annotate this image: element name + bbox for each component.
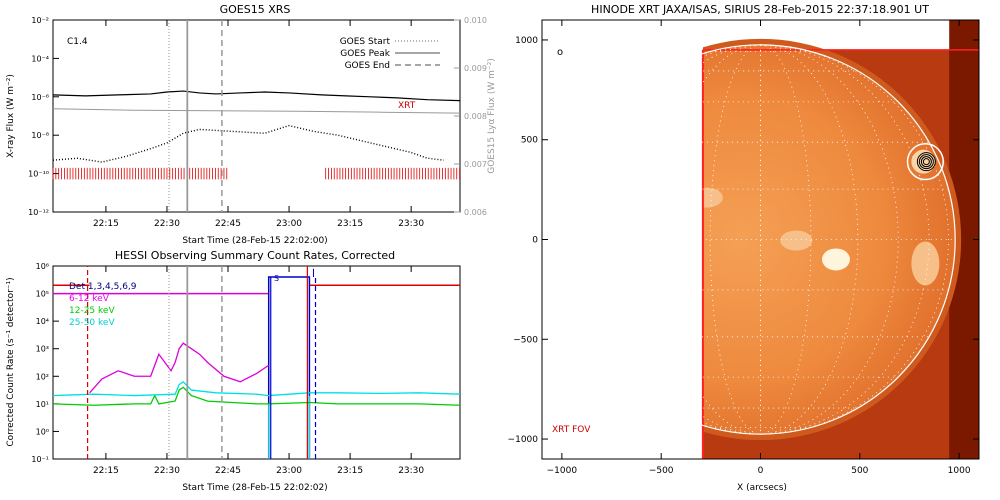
hessi-xtick-label: 22:15 (93, 466, 119, 476)
goes-ytick-label: 10⁻² (31, 16, 49, 25)
hessi-ylabel: Corrected Count Rate (s⁻¹ detector⁻¹) (6, 277, 16, 446)
hessi-xtick-label: 22:45 (215, 466, 241, 476)
xrt-xtick-label: −500 (649, 466, 674, 476)
hessi-ytick-label: 10⁴ (36, 317, 49, 326)
hessi-panel: HESSI Observing Summary Count Rates, Cor… (6, 249, 461, 493)
xrt-ytick-label: 500 (521, 136, 538, 146)
goes-class-label: C1.4 (67, 37, 88, 47)
xrt-xtick-label: 500 (851, 466, 868, 476)
legend-6-12: 6-12 keV (69, 294, 110, 304)
hessi-ytick-label: 10⁶ (36, 262, 49, 271)
xrt-xtick-label: 0 (758, 466, 764, 476)
xrt-fov-label: XRT FOV (552, 425, 591, 435)
hessi-xlabel: Start Time (28-Feb-15 22:02:02) (182, 483, 327, 493)
goes-series-lya (52, 108, 461, 114)
legend-det: Det 1,3,4,5,6,9 (69, 282, 137, 292)
xrt-contour (918, 154, 934, 170)
goes-xtick-label: 22:30 (154, 219, 180, 229)
goes-y2tick-label: 0.007 (464, 160, 487, 169)
xrt-bright-region (821, 248, 850, 271)
xrt-title: HINODE XRT JAXA/ISAS, SIRIUS 28-Feb-2015… (591, 3, 929, 16)
hessi-xtick-label: 23:00 (276, 466, 302, 476)
xrt-lon-line (662, 44, 761, 435)
hessi-xtick-label: 23:30 (398, 466, 424, 476)
hessi-ytick-label: 10² (36, 372, 49, 381)
goes-title: GOES15 XRS (220, 3, 291, 16)
goes-ytick-label: 10⁻⁶ (31, 93, 49, 102)
xrt-lon-line (760, 44, 949, 435)
hessi-ytick-label: 10⁻¹ (31, 455, 49, 464)
xrt-ytick-label: 0 (532, 236, 538, 246)
goes-y2tick-label: 0.008 (464, 112, 487, 121)
goes-ytick-label: 10⁻⁴ (31, 54, 49, 63)
xrt-ytick-label: −1000 (508, 435, 539, 445)
goes-ytick-label: 10⁻¹⁰ (28, 170, 49, 179)
hessi-plot-frame (52, 265, 461, 460)
hessi-night-bracket (267, 276, 311, 459)
goes-ylabel-right: GOES15 Lyα Flux (W m⁻²) (487, 58, 497, 174)
hessi-ytick-label: 10⁵ (36, 290, 49, 299)
xrt-lon-line (760, 44, 859, 435)
goes-series-short (52, 124, 444, 163)
legend-goes-peak: GOES Peak (340, 49, 390, 59)
goes-ytick-label: 10⁻¹² (28, 208, 49, 217)
xrt-lon-line (572, 44, 761, 435)
goes-series-long (52, 90, 461, 102)
xrt-contour (920, 156, 932, 168)
goes-xtick-label: 23:15 (337, 219, 363, 229)
legend-goes-end: GOES End (345, 61, 390, 71)
hessi-series (52, 380, 461, 397)
hessi-title: HESSI Observing Summary Count Rates, Cor… (115, 249, 395, 262)
goes-panel: GOES15 XRS 22:15 22:30 22:45 23:00 23:15 23:3… (6, 3, 497, 246)
xrt-contour (916, 152, 936, 172)
xrt-bright-region (911, 241, 940, 286)
xrt-xtick-label: −1000 (547, 466, 578, 476)
hessi-legend: Det 1,3,4,5,6,9 6-12 keV 12-25 keV 25-50… (69, 282, 137, 328)
goes-xtick-label: 23:00 (276, 219, 302, 229)
goes-legend: GOES Start GOES Peak GOES End (340, 37, 440, 71)
legend-goes-start: GOES Start (340, 37, 391, 47)
xrt-marker-label: o (557, 47, 563, 58)
hessi-series (52, 386, 461, 406)
goes-plot-frame (52, 19, 461, 213)
hessi-series (89, 342, 270, 394)
goes-y2tick-label: 0.009 (464, 64, 487, 73)
xrt-bright-region (780, 230, 813, 251)
goes-xtick-label: 22:45 (215, 219, 241, 229)
xrt-xtick-label: 1000 (948, 466, 971, 476)
hessi-xtick-label: 23:15 (337, 466, 363, 476)
goes-y2tick-label: 0.006 (464, 208, 487, 217)
goes-xtick-label: 22:15 (93, 219, 119, 229)
goes-y2tick-label: 0.010 (464, 16, 487, 25)
xrt-limb-circle (565, 44, 956, 435)
hessi-xtick-label: 22:30 (154, 466, 180, 476)
xrt-ytick-label: −500 (513, 335, 538, 345)
hessi-ytick-label: 10⁰ (36, 427, 49, 436)
xrt-xlabel: X (arcsecs) (737, 483, 787, 493)
hessi-s-label: S (274, 274, 279, 283)
legend-25-50: 25-50 keV (69, 318, 115, 328)
xrt-contour (922, 158, 930, 166)
xrt-panel: HINODE XRT JAXA/ISAS, SIRIUS 28-Feb-2015… (508, 3, 980, 493)
xrt-ytick-label: 1000 (515, 36, 538, 46)
legend-12-25: 12-25 keV (69, 306, 115, 316)
goes-xrt-label: XRT (398, 101, 416, 111)
goes-ylabel: X-ray Flux (W m⁻²) (6, 74, 16, 158)
goes-xtick-label: 23:30 (398, 219, 424, 229)
goes-xlabel: Start Time (28-Feb-15 22:02:00) (182, 236, 327, 246)
hessi-ytick-label: 10³ (36, 345, 49, 354)
goes-ytick-label: 10⁻⁸ (31, 131, 49, 140)
hessi-ytick-label: 10¹ (36, 400, 49, 409)
xrt-lon-line (591, 44, 761, 435)
xrt-lon-line (760, 44, 930, 435)
xrt-source-circle (906, 143, 944, 181)
